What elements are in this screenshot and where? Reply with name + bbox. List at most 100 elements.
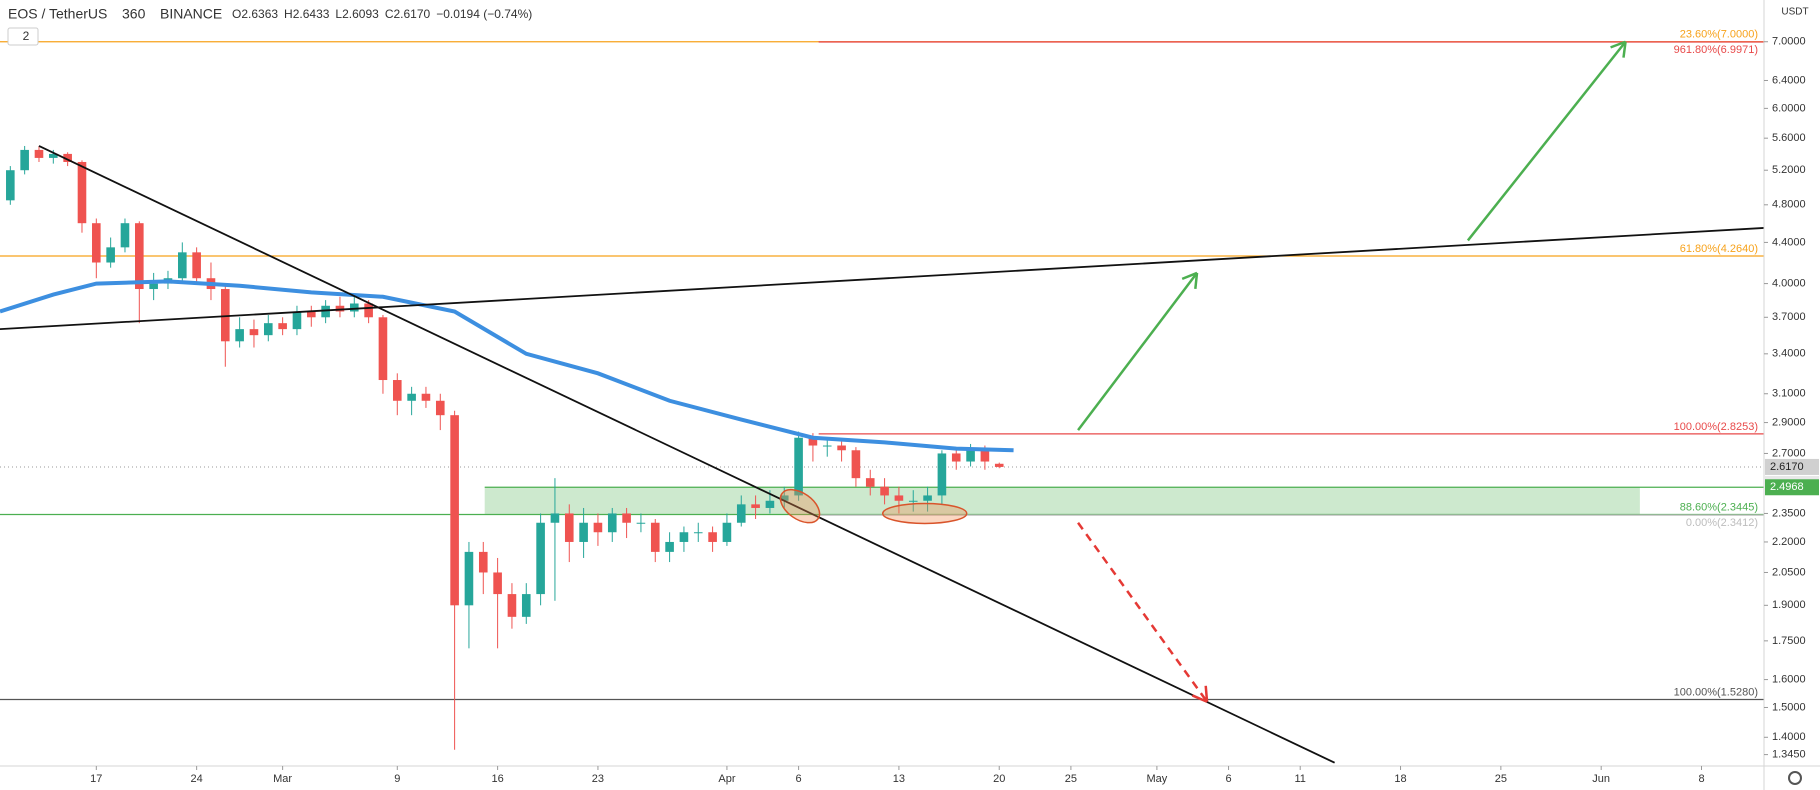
plot: 23.60%(7.0000) 961.80%(6.9971) 61.80%(4.26… [0,29,1765,764]
highlight-ellipse [881,502,968,525]
candle-body [851,450,861,479]
x-tick-label: 25 [1495,773,1507,785]
candle-body [106,247,115,263]
candle-body [192,252,201,279]
candle-body [650,522,660,552]
y-tick-label: 6.0000 [1772,102,1806,114]
candle-body [536,522,545,595]
candle-body [378,317,388,381]
candle-body [822,445,832,447]
candle-body [579,522,588,542]
candle-body [306,311,316,318]
candle-body [636,522,646,524]
y-tick-label: 1.5000 [1772,701,1806,713]
candle-body [865,478,875,487]
arrow [1466,40,1627,242]
candle-body [321,305,330,318]
ohlc-value: L2.6093 [335,7,379,21]
x-tick-label: 24 [191,773,203,785]
candle-body [894,495,904,501]
header-bg [0,0,560,30]
candle-body [20,149,29,171]
interval: 360 [122,6,146,22]
gear[interactable] [1788,771,1802,785]
y-tick-label: 6.4000 [1772,74,1806,86]
candle-body [92,223,101,263]
candle-body [249,329,259,336]
candle-body [794,437,803,496]
candle-body [607,513,617,533]
fib-label: 0.00%(2.3412) [1686,517,1758,529]
candle-body [464,551,474,606]
candle-body [221,289,230,342]
candle-body [521,594,531,617]
currency: USDT [1781,7,1808,18]
support-zone [484,487,1640,515]
arrow-head [1181,271,1199,289]
candle-body [6,170,15,201]
y-tick-label: 1.7500 [1772,635,1806,647]
candle-body [478,551,488,573]
candle-body [693,532,703,534]
x-tick-label: 9 [394,773,400,785]
x-tick-label: 16 [491,773,503,785]
y-tick-label: 3.7000 [1772,311,1806,323]
candle-body [837,445,846,451]
ohlc-value: H2.6433 [284,7,330,21]
candle-body [880,486,889,496]
fib-label: 961.80%(6.9971) [1674,44,1758,56]
indicator-count: 2 [23,29,30,43]
candle-body [951,453,961,462]
x-tick-label: May [1146,773,1167,785]
x-tick-label: 11 [1295,773,1306,785]
fib-label: 100.00%(2.8253) [1674,421,1758,433]
indicator-badge[interactable] [7,27,39,46]
y-tick-label: 7.0000 [1772,36,1806,48]
candle-body [507,594,517,617]
trendline [38,145,1335,764]
candle-body [263,323,273,336]
moving-average [0,279,1014,453]
candle-body [736,504,746,523]
candle-body [779,495,789,501]
x-tick-label: Jun [1592,773,1610,785]
settings-icon[interactable] [1788,771,1802,785]
y-tick-label: 4.0000 [1772,278,1806,290]
candle-body [450,415,459,606]
y-tick-label: 4.4000 [1772,236,1806,248]
arrow [1077,272,1199,431]
y-tick-label: 4.8000 [1772,199,1806,211]
candle-body [278,323,287,330]
y-tick-label: 5.2000 [1772,164,1806,176]
fib-label: 61.80%(4.2640) [1680,243,1758,255]
zone-top-label: 2.4968 [1770,481,1804,493]
candle-body [421,393,431,401]
last-price-label: 2.6170 [1770,461,1804,473]
candle-body [908,500,918,502]
zone-top-label-box [1765,479,1819,496]
arrow-head [1610,40,1627,58]
ohlc-value: −0.0194 (−0.74%) [436,7,532,21]
y-tick-label: 2.3500 [1772,507,1806,519]
candle-body [708,532,717,542]
candle-body [49,153,58,158]
candle-body [722,522,732,542]
ohlc-value: C2.6170 [385,7,431,21]
x-tick-label: Apr [718,773,735,785]
candle-body [564,513,574,542]
y-tick-label: 5.6000 [1772,132,1806,144]
candle-body [622,513,631,523]
y-tick-label: 2.7000 [1772,447,1806,459]
candle-body [349,303,359,312]
candle-body [994,463,1004,467]
x-tick-label: 20 [993,773,1005,785]
candle-body [435,400,445,416]
candle-body [63,153,72,162]
candle-body [550,513,560,523]
x-tick-label: 23 [592,773,604,785]
x-tick-label: 17 [90,773,102,785]
y-tick-label: 1.9000 [1772,599,1806,611]
x-tick-label: 13 [893,773,905,785]
candle-body [120,223,130,248]
candle-body [665,541,674,552]
